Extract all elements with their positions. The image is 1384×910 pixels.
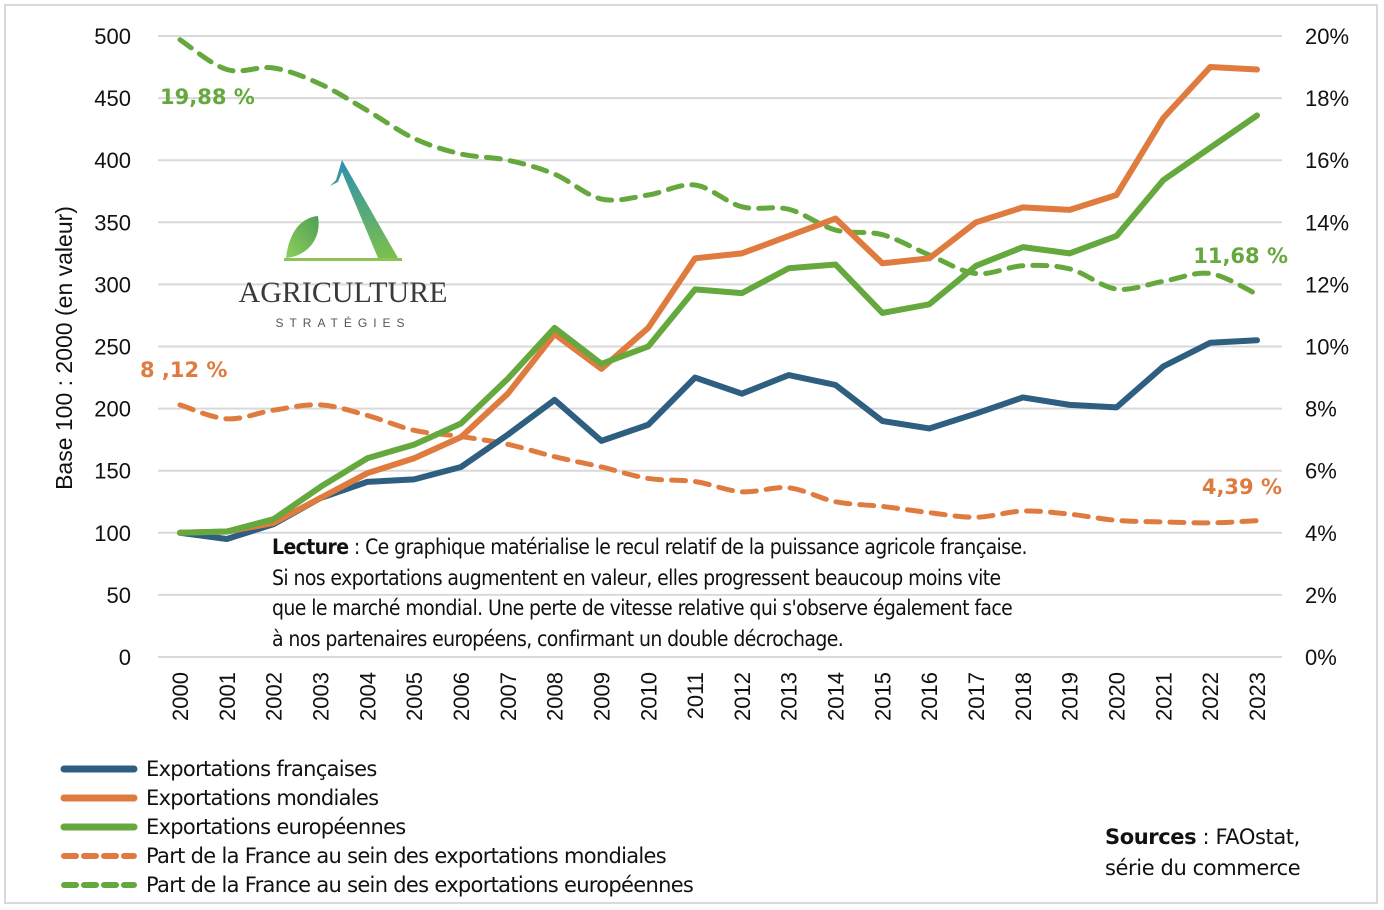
x-tick-label: 2017	[964, 672, 989, 721]
series-line-3	[177, 402, 1260, 526]
logo-wordmark: AGRICULTURE	[238, 276, 448, 309]
chart-legend: Exportations françaises Exportations mon…	[60, 754, 694, 899]
data-label-annotation: 4,39 %	[1202, 475, 1282, 499]
x-axis-ticks: 2000 2001 2002 2003 2004 2005 2006 2007 2008 2009…	[168, 672, 1270, 721]
series-line-0	[177, 337, 1260, 543]
reading-note: Lecture : Ce graphique matérialise le re…	[272, 532, 1272, 654]
y-tick-label: 400	[94, 148, 131, 173]
series-line-1	[177, 64, 1260, 536]
y-tick-label: 200	[94, 397, 131, 422]
reading-note-line-2: Si nos exportations augmentent en valeur…	[272, 565, 1001, 590]
legend-item-french-exports[interactable]: Exportations françaises	[60, 754, 693, 783]
legend-item-world-share[interactable]: Part de la France au sein des exportatio…	[60, 841, 693, 870]
x-tick-label: 2001	[215, 672, 240, 721]
legend-swatch-dashed-green	[61, 881, 137, 888]
x-tick-label: 2000	[168, 672, 193, 721]
data-label-annotation: 11,68 %	[1193, 244, 1288, 268]
annotations: 19,88 % 8 ,12 % 11,68 % 4,39 %	[140, 85, 1288, 499]
y-tick-label: 100	[94, 521, 131, 546]
y2-tick-label: 12%	[1305, 272, 1349, 297]
y2-tick-label: 20%	[1305, 24, 1349, 49]
y-tick-label: 150	[94, 459, 131, 484]
x-tick-label: 2005	[402, 672, 427, 721]
y-axis-label: Base 100 : 2000 (en valeur)	[51, 206, 77, 490]
y2-tick-label: 0%	[1305, 645, 1337, 670]
reading-note-line-1: Lecture : Ce graphique matérialise le re…	[272, 535, 1027, 559]
series-line-2	[177, 112, 1260, 536]
x-tick-label: 2012	[730, 672, 755, 721]
legend-swatch-solid-blue	[60, 765, 138, 772]
x-tick-label: 2006	[449, 672, 474, 721]
x-tick-label: 2007	[496, 672, 521, 721]
reading-note-label: Lecture	[272, 535, 349, 559]
legend-item-world-exports[interactable]: Exportations mondiales	[60, 783, 693, 812]
x-tick-label: 2019	[1058, 672, 1083, 721]
x-tick-label: 2011	[683, 672, 708, 719]
legend-swatch-dashed-orange	[61, 852, 137, 859]
x-tick-label: 2023	[1245, 672, 1270, 721]
sources-note: Sources : FAOstat, série du commerce	[1105, 822, 1301, 884]
y2-tick-label: 4%	[1305, 521, 1337, 546]
y2-tick-label: 6%	[1305, 459, 1337, 484]
agriculture-strategies-logo: AGRICULTURE STRATÉGIES	[218, 158, 468, 338]
y-tick-label: 300	[94, 272, 131, 297]
x-tick-label: 2002	[262, 672, 287, 721]
sources-label: Sources	[1105, 825, 1197, 849]
logo-subtitle: STRATÉGIES	[275, 316, 411, 330]
y2-tick-label: 8%	[1305, 397, 1337, 422]
x-tick-label: 2014	[824, 672, 849, 721]
y-tick-label: 250	[94, 335, 131, 360]
legend-item-eu-share[interactable]: Part de la France au sein des exportatio…	[60, 870, 694, 899]
x-tick-label: 2004	[355, 672, 380, 721]
x-tick-label: 2020	[1105, 672, 1130, 721]
x-tick-label: 2008	[543, 672, 568, 721]
reading-note-line-3: que le marché mondial. Une perte de vite…	[272, 596, 1013, 620]
x-tick-label: 2018	[1011, 672, 1036, 721]
y2-tick-label: 18%	[1305, 86, 1349, 111]
y-axis-left-ticks: 0 50 100 150 200 250 300 350 400 450 500	[94, 24, 131, 670]
data-label-annotation: 19,88 %	[160, 85, 255, 109]
series-lines	[177, 37, 1260, 543]
y2-tick-label: 16%	[1305, 148, 1349, 173]
x-tick-label: 2003	[308, 672, 333, 721]
legend-swatch-solid-orange	[60, 794, 138, 801]
x-tick-label: 2021	[1151, 672, 1176, 721]
reading-note-line-4: à nos partenaires européens, confirmant …	[272, 626, 844, 651]
x-tick-label: 2022	[1198, 672, 1223, 721]
x-tick-label: 2009	[589, 672, 614, 721]
y-tick-label: 50	[107, 583, 131, 608]
chart-frame	[4, 4, 1378, 904]
y2-tick-label: 14%	[1305, 210, 1349, 235]
x-tick-label: 2013	[777, 672, 802, 721]
sources-text-2: série du commerce	[1105, 856, 1301, 880]
x-tick-label: 2016	[917, 672, 942, 721]
x-tick-label: 2010	[636, 672, 661, 721]
y-tick-label: 0	[119, 645, 131, 670]
legend-item-eu-exports[interactable]: Exportations européennes	[60, 812, 693, 841]
data-label-annotation: 8 ,12 %	[140, 358, 227, 382]
sources-text-1: : FAOstat,	[1196, 825, 1301, 849]
y-tick-label: 450	[94, 86, 131, 111]
legend-swatch-solid-green	[60, 823, 138, 830]
y2-tick-label: 10%	[1305, 335, 1349, 360]
y-tick-label: 500	[94, 24, 131, 49]
leaf-a-logo-icon	[284, 160, 402, 261]
x-tick-label: 2015	[870, 672, 895, 721]
series-line-4	[177, 37, 1260, 297]
y-tick-label: 350	[94, 210, 131, 235]
y2-tick-label: 2%	[1305, 583, 1337, 608]
y-axis-right-ticks: 0% 2% 4% 6% 8% 10% 12% 14% 16% 18% 20%	[1305, 24, 1349, 670]
